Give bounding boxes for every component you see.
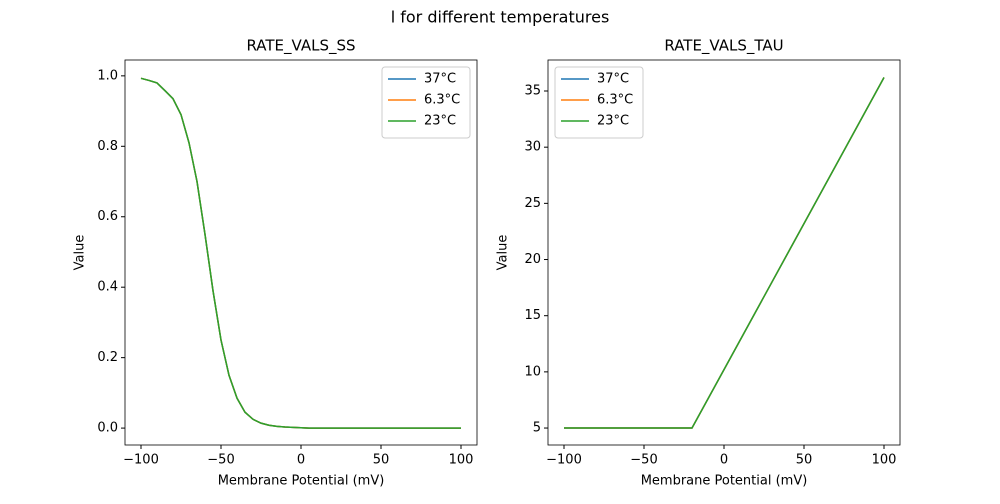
y-axis-label: Value <box>496 235 511 271</box>
axes-frame <box>547 59 901 446</box>
y-tick-label: 0.8 <box>97 139 118 154</box>
x-axis-label: Membrane Potential (mV) <box>641 474 808 489</box>
y-tick-label: 0.6 <box>97 209 118 224</box>
line-series <box>140 77 461 429</box>
x-tick-label: −100 <box>546 453 582 468</box>
y-tick-label: 30 <box>524 140 541 155</box>
axes-frame <box>124 59 478 446</box>
y-tick-label: 15 <box>524 308 541 323</box>
legend-label: 6.3°C <box>597 93 633 108</box>
y-tick-label: 5 <box>533 421 541 436</box>
x-tick-label: 100 <box>449 453 474 468</box>
x-tick-label: 0 <box>720 453 728 468</box>
x-axis-label: Membrane Potential (mV) <box>218 474 385 489</box>
line-series <box>564 77 885 429</box>
legend-label: 37°C <box>424 72 456 87</box>
legend-label: 23°C <box>424 114 456 129</box>
y-tick-label: 1.0 <box>97 68 118 83</box>
y-tick-label: 25 <box>524 196 541 211</box>
y-tick-label: 10 <box>524 364 541 379</box>
legend-label: 6.3°C <box>424 93 460 108</box>
axes-title: RATE_VALS_TAU <box>664 37 783 56</box>
axes-title: RATE_VALS_SS <box>246 37 355 56</box>
legend-label: 23°C <box>597 114 629 129</box>
y-tick-label: 20 <box>524 252 541 267</box>
x-tick-label: 50 <box>373 453 390 468</box>
x-tick-label: −100 <box>123 453 159 468</box>
x-tick-label: −50 <box>630 453 657 468</box>
legend-label: 37°C <box>597 72 629 87</box>
x-tick-label: 100 <box>872 453 897 468</box>
y-tick-label: 0.4 <box>97 280 118 295</box>
y-axis-label: Value <box>73 235 88 271</box>
y-tick-label: 35 <box>524 84 541 99</box>
x-tick-label: −50 <box>207 453 234 468</box>
x-tick-label: 0 <box>297 453 305 468</box>
figure-title: l for different temperatures <box>391 8 610 27</box>
y-tick-label: 0.2 <box>97 350 118 365</box>
x-tick-label: 50 <box>796 453 813 468</box>
y-tick-label: 0.0 <box>97 421 118 436</box>
